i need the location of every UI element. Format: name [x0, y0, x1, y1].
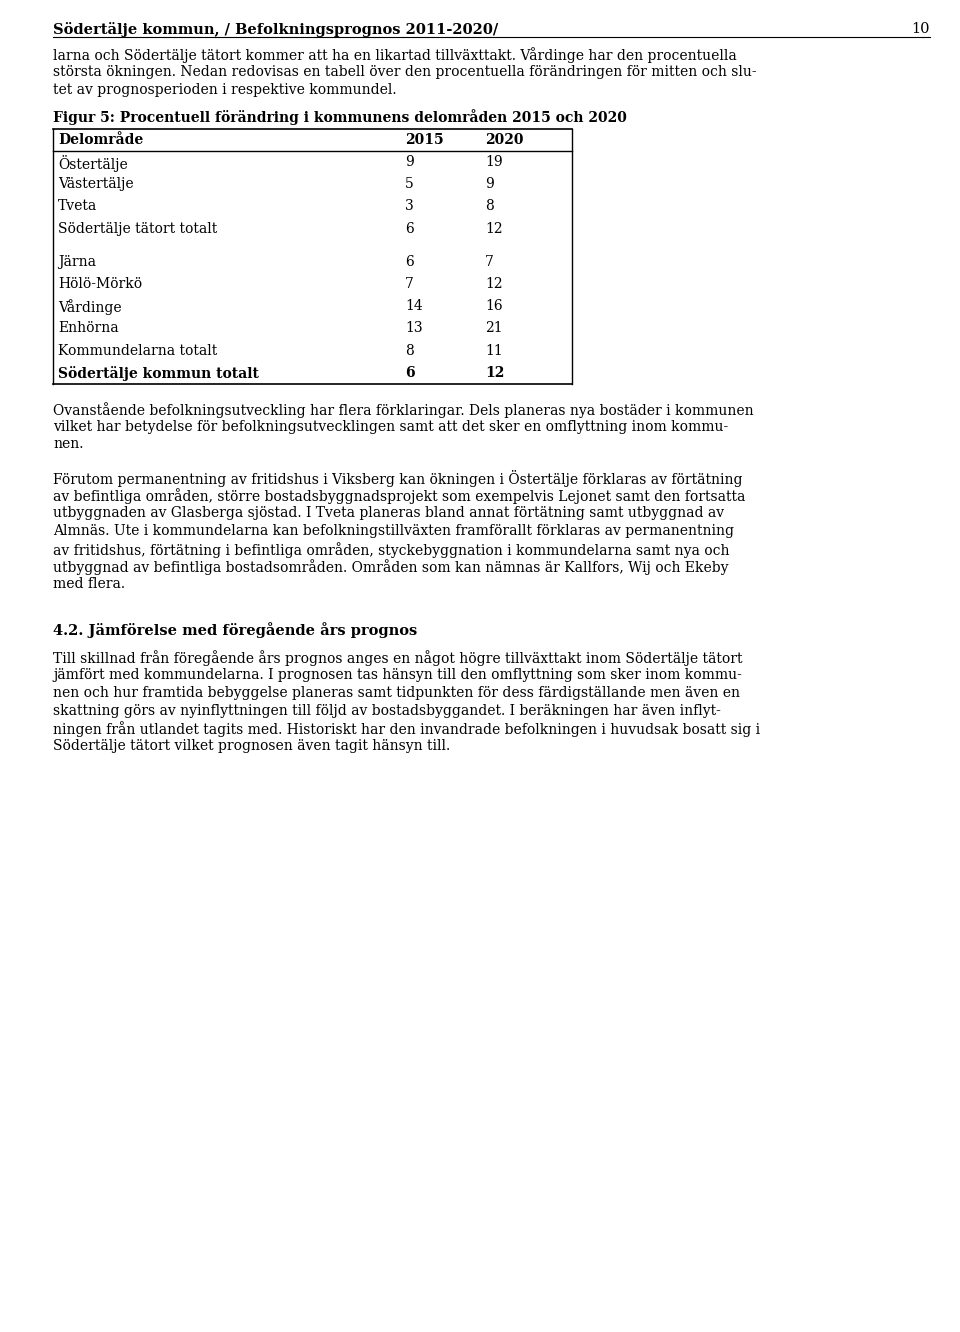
Text: larna och Södertälje tätort kommer att ha en likartad tillväxttakt. Vårdinge har: larna och Södertälje tätort kommer att h…: [53, 47, 736, 63]
Text: Almnäs. Ute i kommundelarna kan befolkningstillväxten framförallt förklaras av p: Almnäs. Ute i kommundelarna kan befolkni…: [53, 523, 734, 538]
Text: 9: 9: [485, 177, 493, 192]
Text: 13: 13: [405, 321, 422, 336]
Text: 12: 12: [485, 221, 503, 236]
Text: 11: 11: [485, 344, 503, 358]
Text: Ovanstående befolkningsutveckling har flera förklaringar. Dels planeras nya bost: Ovanstående befolkningsutveckling har fl…: [53, 402, 754, 418]
Text: 19: 19: [485, 155, 503, 169]
Text: Enhörna: Enhörna: [58, 321, 119, 336]
Text: 8: 8: [405, 344, 414, 358]
Text: 16: 16: [485, 300, 503, 313]
Text: 12: 12: [485, 277, 503, 292]
Text: med flera.: med flera.: [53, 577, 125, 591]
Text: Södertälje tätort totalt: Södertälje tätort totalt: [58, 221, 217, 236]
Text: nen och hur framtida bebyggelse planeras samt tidpunkten för dess färdigställand: nen och hur framtida bebyggelse planeras…: [53, 686, 740, 699]
Text: av befintliga områden, större bostadsbyggnadsprojekt som exempelvis Lejonet samt: av befintliga områden, större bostadsbyg…: [53, 489, 745, 503]
Text: 6: 6: [405, 366, 415, 380]
Text: Östertälje: Östertälje: [58, 155, 128, 172]
Text: av fritidshus, förtätning i befintliga områden, styckebyggnation i kommundelarna: av fritidshus, förtätning i befintliga o…: [53, 542, 730, 558]
Text: Delområde: Delområde: [58, 133, 143, 147]
Text: Järna: Järna: [58, 254, 96, 269]
Text: Södertälje tätort vilket prognosen även tagit hänsyn till.: Södertälje tätort vilket prognosen även …: [53, 739, 450, 753]
Text: Förutom permanentning av fritidshus i Viksberg kan ökningen i Östertälje förklar: Förutom permanentning av fritidshus i Vi…: [53, 470, 742, 488]
Text: 3: 3: [405, 200, 414, 213]
Text: 4.2. Jämförelse med föregående års prognos: 4.2. Jämförelse med föregående års progn…: [53, 622, 418, 638]
Text: nen.: nen.: [53, 437, 84, 452]
Text: Södertälje kommun totalt: Södertälje kommun totalt: [58, 366, 259, 381]
Text: Västertälje: Västertälje: [58, 177, 133, 192]
Text: tet av prognosperioden i respektive kommundel.: tet av prognosperioden i respektive komm…: [53, 83, 396, 96]
Text: 6: 6: [405, 221, 414, 236]
Text: 21: 21: [485, 321, 503, 336]
Text: 12: 12: [485, 366, 504, 380]
Text: 2020: 2020: [485, 133, 523, 147]
Text: Södertälje kommun, / Befolkningsprognos 2011-2020/: Södertälje kommun, / Befolkningsprognos …: [53, 23, 498, 37]
Text: 9: 9: [405, 155, 414, 169]
Text: 14: 14: [405, 300, 422, 313]
Text: 10: 10: [911, 23, 930, 36]
Text: 5: 5: [405, 177, 414, 192]
Text: 7: 7: [485, 254, 493, 269]
Text: Till skillnad från föregående års prognos anges en något högre tillväxttakt inom: Till skillnad från föregående års progno…: [53, 650, 742, 666]
Text: Hölö-Mörkö: Hölö-Mörkö: [58, 277, 142, 292]
Text: skattning görs av nyinflyttningen till följd av bostadsbyggandet. I beräkningen : skattning görs av nyinflyttningen till f…: [53, 703, 721, 718]
Text: Vårdinge: Vårdinge: [58, 300, 122, 316]
Text: största ökningen. Nedan redovisas en tabell över den procentuella förändringen f: största ökningen. Nedan redovisas en tab…: [53, 65, 756, 79]
Text: utbyggnaden av Glasberga sjöstad. I Tveta planeras bland annat förtätning samt u: utbyggnaden av Glasberga sjöstad. I Tvet…: [53, 506, 724, 519]
Text: Tveta: Tveta: [58, 200, 97, 213]
Text: Figur 5: Procentuell förändring i kommunens delområden 2015 och 2020: Figur 5: Procentuell förändring i kommun…: [53, 109, 627, 125]
Text: Kommundelarna totalt: Kommundelarna totalt: [58, 344, 217, 358]
Text: 8: 8: [485, 200, 493, 213]
Text: 6: 6: [405, 254, 414, 269]
Text: 7: 7: [405, 277, 414, 292]
Text: ningen från utlandet tagits med. Historiskt har den invandrade befolkningen i hu: ningen från utlandet tagits med. Histori…: [53, 722, 760, 738]
Text: jämfört med kommundelarna. I prognosen tas hänsyn till den omflyttning som sker : jämfört med kommundelarna. I prognosen t…: [53, 669, 742, 682]
Text: vilket har betydelse för befolkningsutvecklingen samt att det sker en omflyttnin: vilket har betydelse för befolkningsutve…: [53, 420, 729, 434]
Text: utbyggnad av befintliga bostadsområden. Områden som kan nämnas är Kallfors, Wij : utbyggnad av befintliga bostadsområden. …: [53, 559, 729, 575]
Text: 2015: 2015: [405, 133, 444, 147]
